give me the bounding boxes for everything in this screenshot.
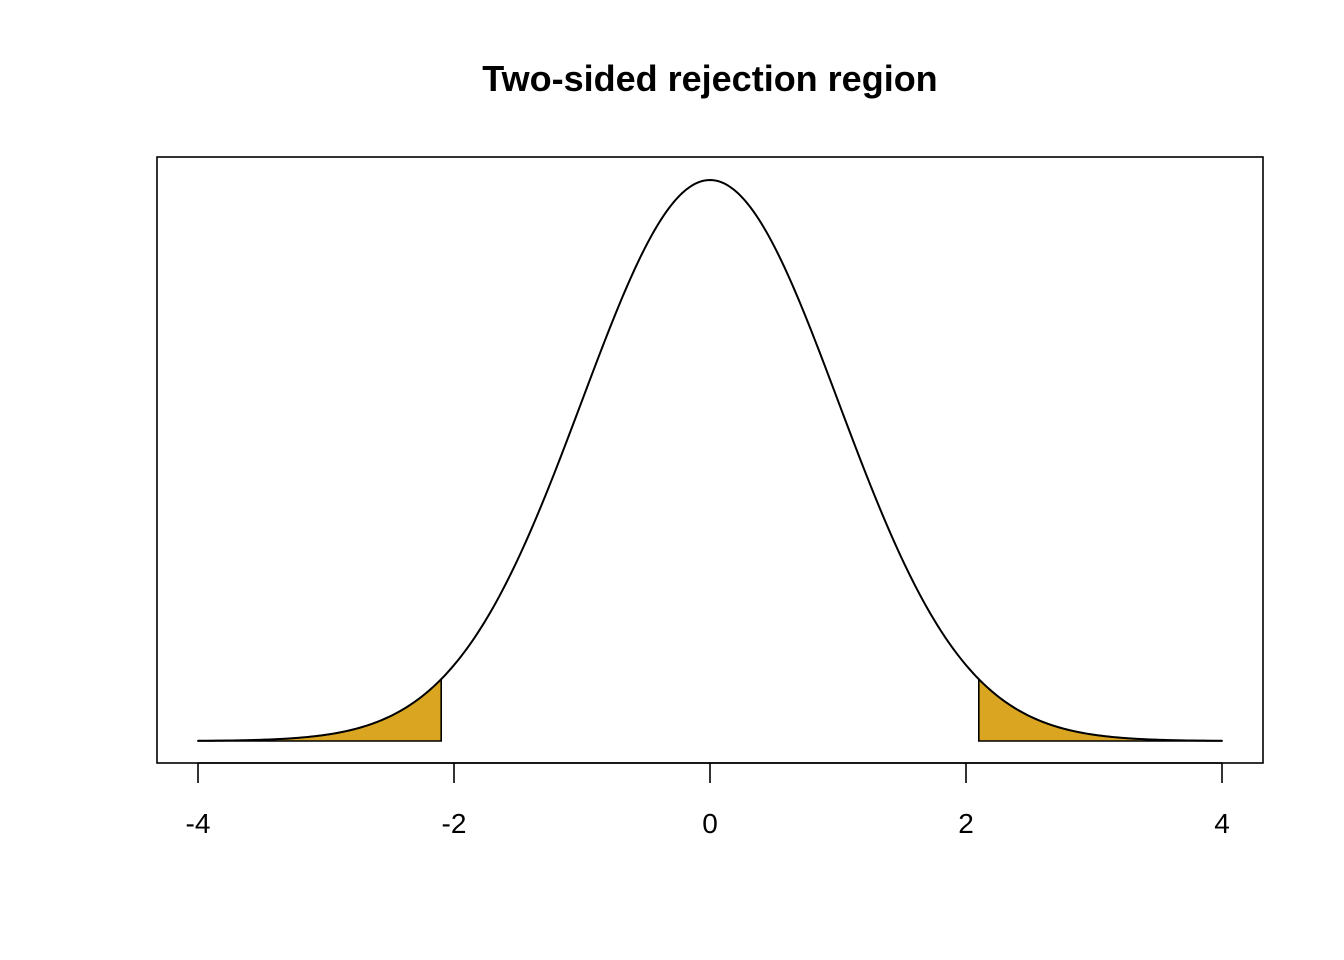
x-tick-label: 4 [1214, 808, 1230, 839]
x-tick-label: -4 [186, 808, 211, 839]
right-rejection-region [978, 677, 1223, 742]
rejection-regions [197, 677, 1223, 742]
x-tick-label: -2 [442, 808, 467, 839]
x-axis: -4 -2 0 2 4 [186, 762, 1230, 839]
x-tick-label: 0 [702, 808, 718, 839]
x-tick-label: 2 [958, 808, 974, 839]
left-rejection-region [197, 677, 442, 742]
plot-frame [156, 156, 1264, 764]
chart-title: Two-sided rejection region [482, 58, 938, 99]
density-curve [197, 178, 1223, 742]
